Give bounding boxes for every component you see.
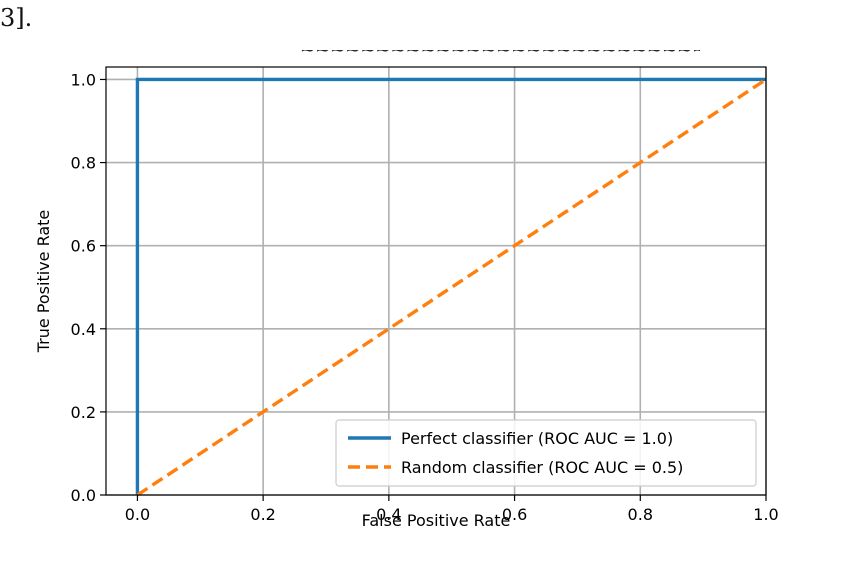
y-tick-label: 1.0 [71, 70, 96, 89]
cropped-chart-title: ~~~~~~~~~~~~~~~~~~~~~~~~~~~~~~~~~~~~~~~~… [300, 50, 700, 61]
series-line-perfect-classifier [135, 77, 766, 495]
x-axis-label: False Positive Rate [362, 511, 511, 530]
y-tick-label: 0.0 [71, 486, 96, 505]
legend-label: Random classifier (ROC AUC = 0.5) [401, 458, 683, 477]
x-tick-label: 0.8 [628, 505, 653, 524]
x-tick-label: 1.0 [753, 505, 778, 524]
page-text-fragment: 3]. [0, 4, 33, 32]
x-tick-label: 0.6 [502, 505, 527, 524]
x-tick-label: 0.2 [250, 505, 275, 524]
y-axis-label: True Positive Rate [34, 210, 53, 354]
tick-layer: 0.0 0.2 0.4 0.6 0.8 1.0 0.0 0.2 0.4 0.6 0.8 1.0 [71, 70, 779, 524]
series-layer [135, 77, 767, 497]
plot-frame [105, 66, 767, 496]
x-tick-label: 0.4 [376, 505, 401, 524]
legend-box [335, 419, 757, 487]
legend-label: Perfect classifier (ROC AUC = 1.0) [401, 429, 673, 448]
y-tick-label: 0.6 [71, 237, 96, 256]
y-tick-label: 0.4 [71, 320, 96, 339]
y-tick-label: 0.2 [71, 403, 96, 422]
x-tick-label: 0.0 [125, 505, 150, 524]
y-tick-label: 0.8 [71, 154, 96, 173]
legend: Perfect classifier (ROC AUC = 1.0) Random… [335, 419, 757, 487]
